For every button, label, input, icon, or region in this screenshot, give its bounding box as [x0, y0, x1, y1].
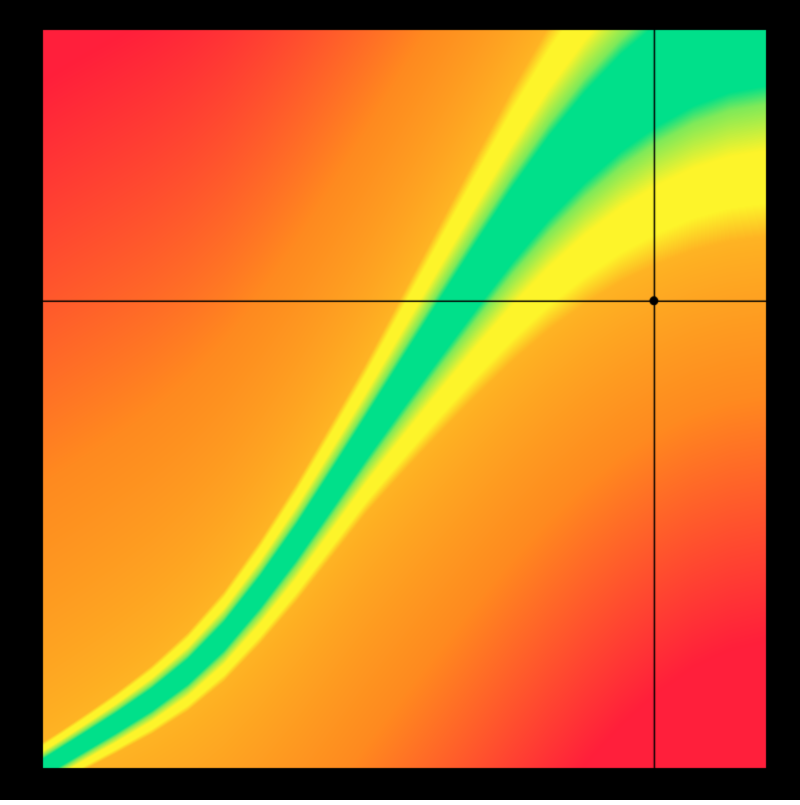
- chart-container: TheBottleneck.com: [0, 0, 800, 800]
- heatmap-canvas: [0, 0, 800, 800]
- heatmap-canvas-wrap: [0, 0, 800, 805]
- watermark-text: TheBottleneck.com: [576, 4, 779, 30]
